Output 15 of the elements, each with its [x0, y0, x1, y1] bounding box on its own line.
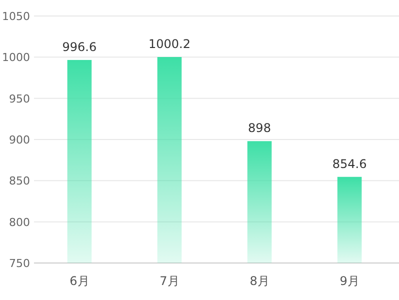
- x-tick-label: 7月: [160, 274, 180, 288]
- x-tick-label: 8月: [250, 274, 270, 288]
- x-tick-label: 6月: [70, 274, 90, 288]
- y-tick-label: 800: [9, 216, 30, 229]
- y-tick-label: 900: [9, 134, 30, 146]
- data-label: 854.6: [332, 156, 367, 171]
- y-tick-label: 850: [9, 174, 30, 188]
- y-tick-label: 950: [9, 92, 30, 106]
- data-label: 898: [248, 121, 271, 136]
- y-tick-label: 750: [9, 257, 30, 270]
- data-label: 1000.2: [148, 37, 190, 51]
- data-label: 996.6: [62, 40, 97, 54]
- x-tick-label: 9月: [340, 274, 360, 288]
- y-tick-label: 1000: [2, 51, 30, 64]
- y-tick-label: 1050: [2, 10, 30, 23]
